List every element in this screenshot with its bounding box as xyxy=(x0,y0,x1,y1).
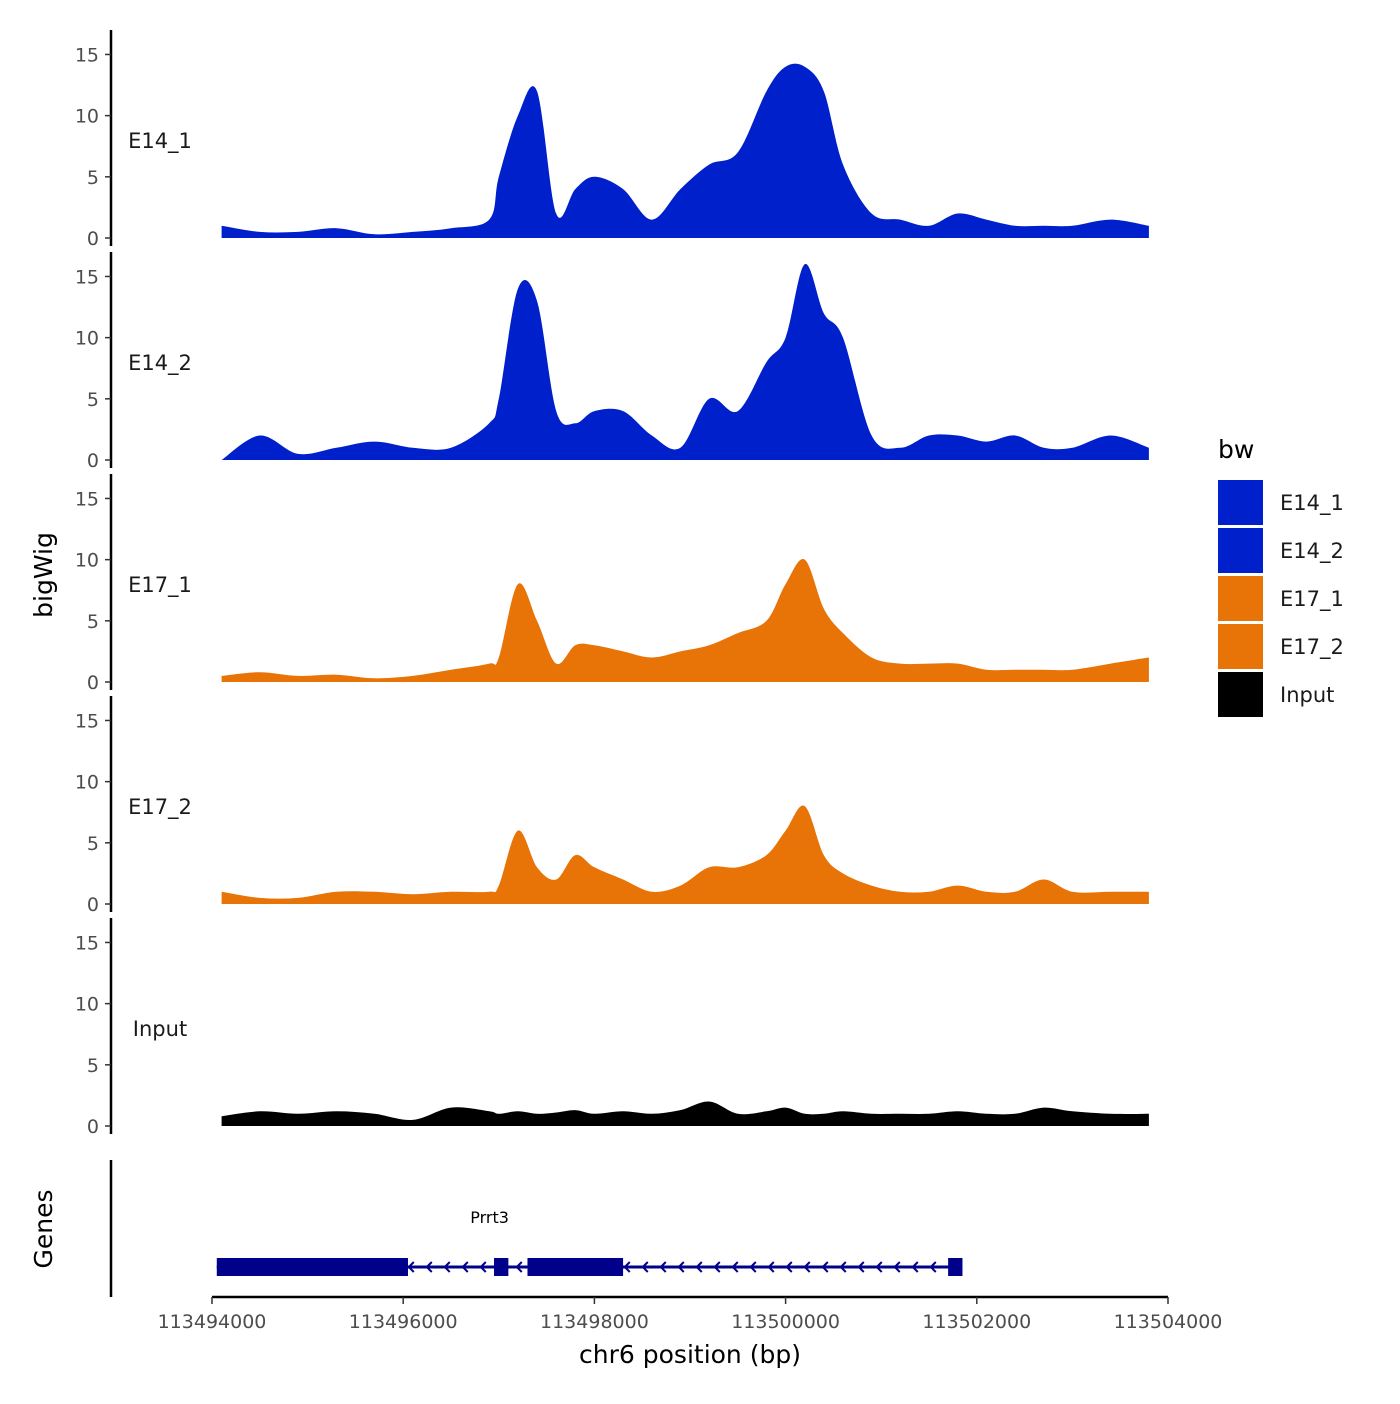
strand-arrow xyxy=(929,1261,937,1273)
x-axis: 113494000 113496000 113498000 113500000 1135… xyxy=(158,1295,1223,1333)
legend-label: E14_1 xyxy=(1280,491,1344,516)
gene-model xyxy=(216,1258,963,1276)
y-tick-label: 5 xyxy=(87,611,99,633)
strand-arrow xyxy=(767,1261,775,1273)
y-tick-label: 15 xyxy=(75,932,99,954)
strand-arrow xyxy=(713,1261,721,1273)
y-tick-label: 5 xyxy=(87,167,99,189)
y-tick-label: 0 xyxy=(87,894,99,916)
strand-arrow xyxy=(515,1261,523,1273)
strand-arrow xyxy=(623,1261,631,1273)
track-e17-2: 0 5 10 15 E17_2 xyxy=(75,696,1149,916)
track-label: E14_2 xyxy=(128,351,192,376)
strand-arrow xyxy=(839,1261,847,1273)
y-tick-label: 0 xyxy=(87,1116,99,1138)
track-e14-2: 0 5 10 15 E14_2 xyxy=(75,252,1149,472)
x-axis-title: chr6 position (bp) xyxy=(579,1340,801,1369)
strand-arrow xyxy=(425,1261,433,1273)
strand-arrow xyxy=(803,1261,811,1273)
strand-arrow xyxy=(677,1261,685,1273)
strand-arrow xyxy=(857,1261,865,1273)
x-tick-label: 113502000 xyxy=(922,1311,1031,1333)
y-tick-label: 5 xyxy=(87,1055,99,1077)
track-input: 0 5 10 15 Input xyxy=(75,918,1149,1138)
legend-label: E17_1 xyxy=(1280,587,1344,612)
gene-exon xyxy=(216,1258,408,1276)
y-tick-label: 0 xyxy=(87,450,99,472)
signal-area-e14-2 xyxy=(221,263,1149,460)
y-axis-title: bigWig xyxy=(29,532,58,618)
gene-track: Genes Prrt3 xyxy=(29,1160,963,1297)
strand-arrow xyxy=(893,1261,901,1273)
y-tick-label: 10 xyxy=(75,772,99,794)
y-tick-label: 0 xyxy=(87,228,99,250)
y-tick-label: 10 xyxy=(75,328,99,350)
track-label: E17_1 xyxy=(128,573,192,598)
x-tick-label: 113496000 xyxy=(349,1311,458,1333)
y-tick-label: 15 xyxy=(75,266,99,288)
gene-exon xyxy=(948,1258,963,1276)
signal-area-e17-1 xyxy=(221,559,1149,682)
signal-area-e17-2 xyxy=(221,805,1149,904)
gene-name-label: Prrt3 xyxy=(470,1208,509,1227)
y-tick-label: 10 xyxy=(75,994,99,1016)
strand-arrow xyxy=(821,1261,829,1273)
y-tick-label: 5 xyxy=(87,389,99,411)
strand-arrow xyxy=(479,1261,487,1273)
track-e17-1: 0 5 10 15 E17_1 xyxy=(75,474,1149,694)
track-label: Input xyxy=(133,1017,187,1041)
signal-area-input xyxy=(221,1101,1149,1126)
strand-arrow xyxy=(641,1261,649,1273)
legend-title: bw xyxy=(1218,435,1254,464)
strand-arrow xyxy=(695,1261,703,1273)
legend-key-e17-2 xyxy=(1218,624,1263,669)
legend: bw E14_1 E14_2 E17_1 E17_2 Input xyxy=(1218,435,1344,717)
legend-key-e14-1 xyxy=(1218,480,1263,525)
signal-tracks: 0 5 10 15 E14_1 0 5 10 15 E14_2 0 5 10 15 E17_1 0 5 10 15 E… xyxy=(75,30,1149,1138)
legend-key-input xyxy=(1218,672,1263,717)
strand-arrow xyxy=(659,1261,667,1273)
gene-exon xyxy=(494,1258,509,1276)
gene-exon xyxy=(527,1258,624,1276)
strand-arrow xyxy=(407,1261,415,1273)
signal-area-e14-1 xyxy=(221,63,1149,238)
strand-arrow xyxy=(749,1261,757,1273)
gene-track-title: Genes xyxy=(29,1189,58,1268)
x-tick-label: 113500000 xyxy=(731,1311,840,1333)
track-label: E17_2 xyxy=(128,795,192,820)
strand-arrow xyxy=(731,1261,739,1273)
strand-arrow xyxy=(443,1261,451,1273)
strand-arrow xyxy=(785,1261,793,1273)
x-tick-label: 113504000 xyxy=(1114,1311,1223,1333)
legend-key-e17-1 xyxy=(1218,576,1263,621)
legend-label: Input xyxy=(1280,683,1334,707)
y-tick-label: 15 xyxy=(75,488,99,510)
y-tick-label: 10 xyxy=(75,106,99,128)
x-tick-label: 113494000 xyxy=(158,1311,267,1333)
y-tick-label: 15 xyxy=(75,44,99,66)
strand-arrow xyxy=(461,1261,469,1273)
strand-arrow xyxy=(875,1261,883,1273)
legend-key-e14-2 xyxy=(1218,528,1263,573)
legend-label: E14_2 xyxy=(1280,539,1344,564)
y-tick-label: 0 xyxy=(87,672,99,694)
y-tick-label: 5 xyxy=(87,833,99,855)
legend-label: E17_2 xyxy=(1280,635,1344,660)
strand-arrow xyxy=(911,1261,919,1273)
x-tick-label: 113498000 xyxy=(540,1311,649,1333)
track-e14-1: 0 5 10 15 E14_1 xyxy=(75,30,1149,250)
y-tick-label: 10 xyxy=(75,550,99,572)
y-tick-label: 15 xyxy=(75,710,99,732)
track-label: E14_1 xyxy=(128,129,192,154)
